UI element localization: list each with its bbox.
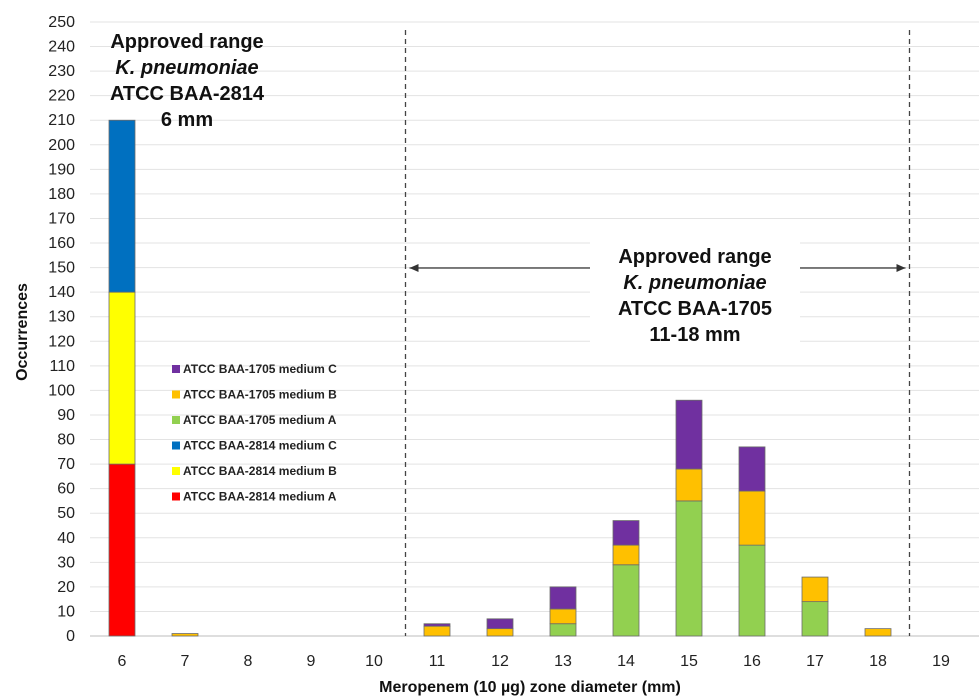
- y-tick-label: 60: [57, 481, 75, 498]
- y-tick-label: 140: [48, 284, 75, 301]
- y-tick-label: 250: [48, 14, 75, 31]
- legend-label: ATCC BAA-2814 medium C: [183, 439, 337, 453]
- x-tick-label: 16: [743, 653, 761, 670]
- y-tick-label: 50: [57, 505, 75, 522]
- bar-segment: [108, 463, 136, 637]
- x-tick-label: 10: [365, 653, 383, 670]
- y-tick-label: 180: [48, 186, 75, 203]
- x-tick-label: 6: [118, 653, 127, 670]
- y-tick-label: 80: [57, 432, 75, 449]
- x-tick-label: 12: [491, 653, 509, 670]
- bar-segment: [423, 625, 451, 637]
- y-tick-label: 190: [48, 161, 75, 178]
- bar-segment: [738, 446, 766, 492]
- right-annotation-line-4: 11-18 mm: [649, 324, 740, 346]
- y-tick-label: 90: [57, 407, 75, 424]
- legend-swatch: [172, 441, 180, 450]
- y-tick-label: 110: [49, 358, 75, 375]
- legend-label: ATCC BAA-1705 medium B: [183, 388, 337, 402]
- y-tick-label: 220: [48, 88, 75, 105]
- right-annotation: Approved range K. pneumoniae ATCC BAA-17…: [590, 240, 800, 352]
- bar-segment: [801, 601, 829, 637]
- x-tick-labels: 6 7 8 9 10 11 12 13 14 15 16 17 18 19: [118, 653, 950, 670]
- y-tick-label: 160: [48, 235, 75, 252]
- y-tick-label: 200: [48, 137, 75, 154]
- left-annotation-line-1: Approved range: [110, 31, 263, 53]
- right-annotation-line-3: ATCC BAA-1705: [618, 298, 772, 320]
- legend-label: ATCC BAA-1705 medium A: [183, 413, 337, 427]
- bar-segment: [801, 576, 829, 603]
- y-axis-title: Occurrences: [14, 283, 31, 381]
- x-tick-label: 13: [554, 653, 572, 670]
- x-tick-label: 7: [181, 653, 190, 670]
- bar-segment: [612, 520, 640, 546]
- bar-segment: [738, 490, 766, 546]
- bar-segment: [108, 119, 136, 293]
- right-annotation-background: [590, 240, 800, 352]
- y-tick-label: 150: [48, 260, 75, 277]
- y-tick-label: 210: [48, 112, 75, 129]
- y-tick-label: 0: [66, 628, 75, 645]
- y-tick-label: 120: [48, 333, 75, 350]
- x-tick-label: 17: [806, 653, 824, 670]
- x-tick-label: 15: [680, 653, 698, 670]
- bar-segment: [675, 399, 703, 470]
- y-tick-label: 130: [48, 309, 75, 326]
- y-tick-label: 20: [57, 579, 75, 596]
- left-annotation-line-2: K. pneumoniae: [115, 57, 258, 79]
- y-tick-label: 30: [57, 554, 75, 571]
- bar-segment: [171, 633, 199, 637]
- legend-label: ATCC BAA-2814 medium B: [183, 464, 337, 478]
- bar-segment: [108, 291, 136, 465]
- y-tick-labels: 0 10 20 30 40 50 60 70 80 90 100 110 120 130 140 150 160…: [48, 14, 75, 645]
- left-annotation: Approved range K. pneumoniae ATCC BAA-28…: [110, 31, 265, 131]
- left-annotation-line-3: ATCC BAA-2814: [110, 83, 265, 105]
- bar-segment: [549, 623, 577, 637]
- approved-range-markers: [404, 30, 911, 636]
- y-tick-label: 170: [48, 210, 75, 227]
- legend: ATCC BAA-1705 medium C ATCC BAA-1705 medi…: [172, 362, 337, 504]
- bar-segment: [549, 586, 577, 610]
- legend-label: ATCC BAA-1705 medium C: [183, 362, 337, 376]
- x-tick-label: 19: [932, 653, 950, 670]
- bar-segment: [612, 544, 640, 566]
- y-tick-label: 40: [57, 530, 75, 547]
- bar-segment: [612, 564, 640, 637]
- legend-swatch: [172, 416, 180, 424]
- bar-segment: [675, 500, 703, 637]
- left-annotation-line-4: 6 mm: [161, 109, 213, 131]
- y-tick-label: 70: [57, 456, 75, 473]
- x-tick-label: 11: [429, 653, 446, 670]
- bar-segment: [864, 628, 892, 637]
- arrowhead-right: [896, 264, 906, 272]
- bar-segment: [486, 628, 514, 637]
- right-annotation-line-1: Approved range: [618, 246, 771, 268]
- bar-segment: [549, 608, 577, 625]
- x-axis-title: Meropenem (10 µg) zone diameter (mm): [379, 679, 681, 696]
- right-annotation-line-2: K. pneumoniae: [623, 272, 766, 294]
- legend-swatch: [172, 365, 180, 373]
- bars: [108, 119, 892, 637]
- legend-label: ATCC BAA-2814 medium A: [183, 490, 337, 504]
- x-tick-label: 18: [869, 653, 887, 670]
- bar-segment: [738, 544, 766, 637]
- y-tick-label: 100: [48, 382, 75, 399]
- y-tick-label: 240: [48, 39, 75, 56]
- legend-swatch: [172, 390, 180, 399]
- y-tick-label: 10: [57, 603, 75, 620]
- arrowhead-left: [409, 264, 419, 272]
- gridlines: [90, 21, 979, 637]
- y-tick-label: 230: [48, 63, 75, 80]
- bar-segment: [423, 623, 451, 627]
- bar-segment: [675, 468, 703, 502]
- x-tick-label: 8: [244, 653, 253, 670]
- legend-swatch: [172, 492, 180, 501]
- legend-swatch: [172, 467, 180, 475]
- bar-segment: [486, 618, 514, 630]
- x-tick-label: 14: [617, 653, 635, 670]
- x-tick-label: 9: [307, 653, 316, 670]
